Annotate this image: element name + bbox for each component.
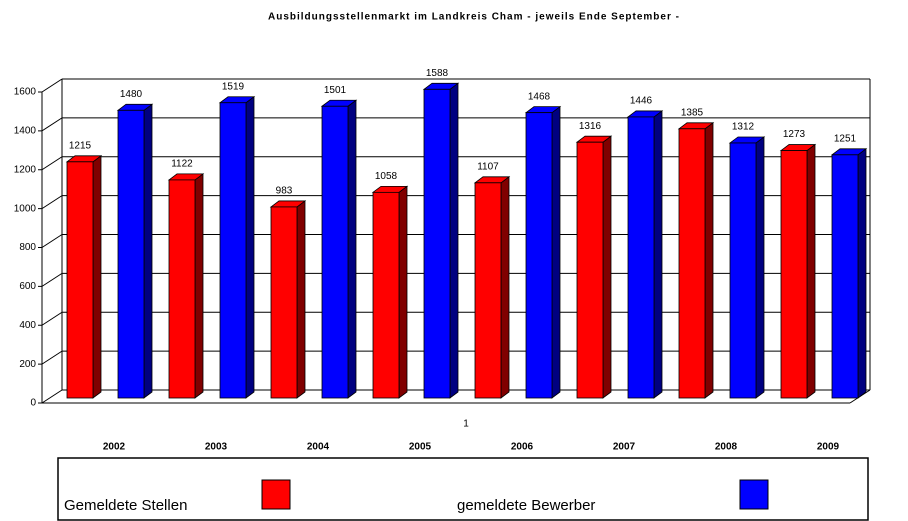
legend-swatch [739,479,769,510]
bar [423,88,451,399]
data-label: 1122 [171,159,193,170]
bar-side [857,148,867,399]
bar [627,116,655,399]
y-tick-label: 200 [19,359,36,370]
chart-title: Ausbildungsstellenmarkt im Landkreis Cha… [268,12,680,23]
bar-side [704,121,714,399]
data-label: 1107 [477,161,499,172]
bar-side [806,143,816,399]
x-tick-label: 2008 [715,442,738,453]
y-tick-label: 800 [19,242,36,253]
y-tick-label: 0 [30,398,36,409]
y-tick-label: 600 [19,281,36,292]
y-tick-label: 400 [19,320,36,331]
bar [576,141,604,399]
bar-side [194,173,204,399]
y-tick-label: 1000 [14,203,37,214]
data-label: 1446 [630,96,653,107]
grid-line [41,195,63,210]
grid-line [41,156,63,171]
data-label: 1519 [222,81,245,92]
data-label: 1468 [528,91,551,102]
bar [525,112,553,399]
data-label: 1058 [375,171,398,182]
legend-swatch [261,479,291,510]
bar [372,191,400,399]
data-label: 1251 [834,133,857,144]
bar-side [602,135,612,399]
legend-label: gemeldete Bewerber [457,497,595,514]
bar [831,154,859,399]
y-tick-label: 1600 [14,87,37,98]
bar [780,150,808,399]
x-axis-label: 1 [463,419,469,430]
x-tick-label: 2006 [511,442,534,453]
bar-side [500,176,510,399]
grid-line [41,234,63,248]
bar-side [143,103,153,399]
bar-side [245,95,255,399]
x-tick-label: 2004 [307,442,330,453]
bar-side [653,110,663,399]
grid-line [41,272,63,287]
bar [321,105,349,399]
y-tick-label: 1400 [14,126,37,137]
data-label: 1316 [579,121,602,132]
grid-line [41,78,63,93]
bar [729,142,757,399]
y-tick-label: 1200 [14,164,37,175]
data-label: 1480 [120,89,143,100]
data-label: 983 [276,186,293,197]
grid-line [41,350,63,365]
bar-side [449,82,459,399]
bar-side [92,155,102,399]
data-label: 1215 [69,140,92,151]
data-label: 1501 [324,85,347,96]
grid-line [41,311,63,326]
x-tick-label: 2005 [409,442,432,453]
bar-side [347,99,357,399]
grid-line [41,389,63,404]
data-label: 1385 [681,107,704,118]
bar [678,128,706,399]
data-label: 1273 [783,129,806,140]
legend-box [57,457,869,521]
x-tick-label: 2007 [613,442,636,453]
bar [168,179,196,399]
x-tick-label: 2003 [205,442,228,453]
data-label: 1312 [732,122,755,133]
bar [117,109,145,399]
x-tick-label: 2009 [817,442,840,453]
x-tick-label: 2002 [103,442,126,453]
legend-label: Gemeldete Stellen [64,497,187,514]
bar [474,182,502,399]
bar [219,102,247,399]
bar-side [398,185,408,399]
bar [270,206,298,399]
bar-side [551,105,561,399]
grid-line [41,117,63,132]
bar [66,161,94,399]
bar-side [296,200,306,399]
data-label: 1588 [426,68,449,79]
bar-side [755,136,765,399]
